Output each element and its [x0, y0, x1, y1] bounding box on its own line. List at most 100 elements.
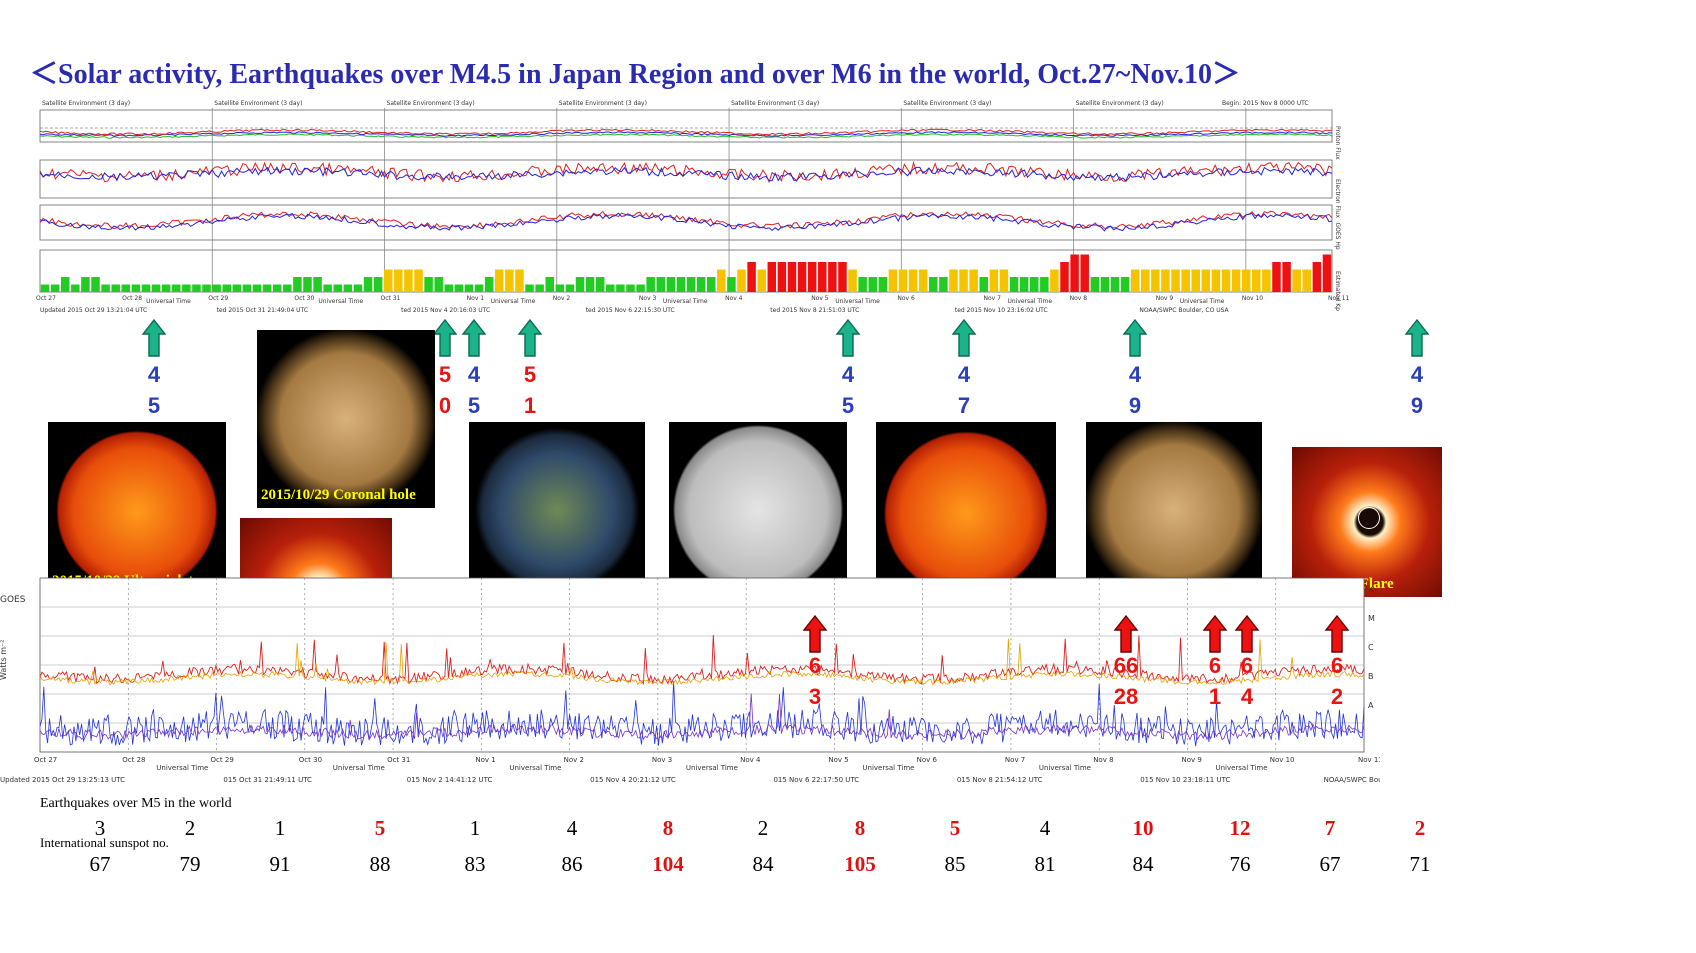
- top-begin-label: Begin: 2015 Nov 8 0000 UTC: [1222, 100, 1309, 107]
- kp-bar: [1029, 277, 1039, 292]
- xray-date-tick: Oct 28: [122, 756, 145, 764]
- kp-bar: [1161, 269, 1170, 292]
- japan-quake-magnitude-dec: 5: [147, 393, 161, 418]
- kp-bar: [474, 284, 484, 292]
- kp-bar: [979, 277, 989, 292]
- kp-bar: [111, 284, 120, 292]
- sunspot-number: 84: [752, 852, 774, 876]
- kp-bar: [333, 284, 343, 292]
- xray-updated-label: Updated 2015 Oct 29 13:25:13 UTC: [0, 776, 125, 784]
- kp-bar: [737, 269, 746, 292]
- solar-image-sun-uv: 2015/10/29 Ultraviolet: [48, 422, 226, 594]
- universal-time-label: Universal Time: [333, 764, 385, 772]
- updated-label: ted 2015 Nov 4 20:16:03 UTC: [401, 307, 490, 314]
- xray-date-tick: Nov 7: [1005, 756, 1025, 764]
- kp-bar: [878, 277, 888, 292]
- kp-bar: [1312, 262, 1322, 292]
- satellite-env-header: Satellite Environment (3 day): [214, 100, 302, 107]
- universal-time-label: Universal Time: [509, 764, 561, 772]
- xray-date-tick: Oct 29: [211, 756, 234, 764]
- solar-image-sun-coronal: 2015/11/7 Coronal hole: [1086, 422, 1262, 598]
- up-arrow-icon: [1122, 318, 1148, 357]
- world-quake-magnitude-int: 66: [1113, 653, 1139, 678]
- kp-bar: [1191, 269, 1200, 292]
- kp-bar: [313, 277, 322, 292]
- image-caption: 2015/10/29 Coronal hole: [261, 487, 416, 503]
- kp-bar: [656, 277, 666, 292]
- kp-bar: [272, 284, 282, 292]
- kp-bar: [1292, 269, 1301, 292]
- xray-date-tick: Nov 1: [475, 756, 495, 764]
- kp-bar: [757, 269, 766, 292]
- japan-quake-magnitude-dec: 5: [467, 393, 481, 418]
- xray-date-tick: Nov 6: [917, 756, 938, 764]
- arrow-shape: [1202, 614, 1228, 653]
- kp-bar: [222, 284, 231, 292]
- kp-bar: [666, 277, 676, 292]
- xray-date-tick: Nov 4: [740, 756, 761, 764]
- kp-bar: [555, 284, 565, 292]
- kp-bar: [232, 284, 242, 292]
- arrow-shape: [1324, 614, 1350, 653]
- earthquake-count: 2: [757, 816, 769, 840]
- earthquakes-row: 3 2 1 5 1 4 8 2 8 5 4 10 12 7 2: [0, 816, 1696, 846]
- flare-class-label: M: [1368, 614, 1375, 623]
- kp-bar: [565, 284, 575, 292]
- xray-legend-entry: GOES15 1.0-8.0 A: [1378, 638, 1380, 710]
- kp-bar: [262, 284, 272, 292]
- japan-quake-magnitude-dec: 9: [1410, 393, 1424, 418]
- up-arrow-icon: [835, 318, 861, 357]
- kp-bar: [182, 284, 191, 292]
- kp-bar: [212, 284, 221, 292]
- kp-bar: [141, 284, 151, 292]
- arrow-shape: [1234, 614, 1260, 653]
- earthquake-count: 7: [1324, 816, 1336, 840]
- satellite-env-header: Satellite Environment (3 day): [42, 100, 130, 107]
- kp-bar: [1262, 269, 1271, 292]
- kp-date-tick: Nov 8: [1070, 295, 1088, 302]
- earthquake-count: 8: [854, 816, 866, 840]
- kp-bar: [404, 269, 413, 292]
- kp-date-tick: Nov 4: [725, 295, 743, 302]
- xray-date-tick: Nov 8: [1093, 756, 1113, 764]
- kp-date-tick: Oct 27: [36, 295, 56, 302]
- japan-quake-magnitude-int: 4: [1128, 362, 1142, 387]
- kp-date-tick: Nov 3: [639, 295, 657, 302]
- kp-bar: [202, 284, 211, 292]
- xray-long-orange: [39, 638, 1365, 686]
- sunspot-row: 67 79 91 88 83 86 104 84 105 85 81 84 76 67 71: [0, 852, 1696, 882]
- kp-bar: [1171, 269, 1180, 292]
- kp-bar: [1080, 254, 1089, 292]
- xray-updated-label: NOAA/SWPC Boulder, CO USA: [1324, 776, 1380, 784]
- earthquake-count: 5: [374, 816, 386, 840]
- electron-flux-blue: [39, 166, 1333, 182]
- japan-quake-magnitude-int: 5: [523, 362, 537, 387]
- world-quake-magnitude-dec: 3: [808, 684, 822, 709]
- sunspot-number: 67: [1319, 852, 1341, 876]
- satellite-env-header: Satellite Environment (3 day): [387, 100, 475, 107]
- up-arrow-icon: [1404, 318, 1430, 357]
- arrow-shape: [141, 318, 167, 357]
- kp-bar: [929, 277, 938, 292]
- earthquake-count: 3: [94, 816, 106, 840]
- arrow-shape: [517, 318, 543, 357]
- updated-label: ted 2015 Nov 6 22:15:30 UTC: [586, 307, 675, 314]
- kp-bar: [1120, 277, 1130, 292]
- kp-bar: [172, 284, 181, 292]
- kp-bar: [777, 262, 787, 292]
- solar-image-sun-white: 2015/11/3 Real sunspot: [669, 422, 847, 598]
- xray-legend-entry: GOES15 0.5-4.0 A: [1378, 758, 1380, 792]
- arrow-shape: [461, 318, 487, 357]
- sunspot-number: 85: [944, 852, 966, 876]
- kp-bar: [444, 284, 454, 292]
- kp-bar: [797, 262, 807, 292]
- solar-image-sun-coronal: 2015/10/29 Coronal hole: [257, 330, 435, 508]
- satellite-env-header: Satellite Environment (3 day): [559, 100, 647, 107]
- kp-bar: [818, 262, 827, 292]
- kp-bar: [1110, 277, 1120, 292]
- universal-time-label: Universal Time: [1180, 298, 1225, 305]
- kp-date-tick: Oct 28: [122, 295, 142, 302]
- kp-date-tick: Nov 9: [1156, 295, 1174, 302]
- up-arrow-icon: [1113, 614, 1139, 653]
- world-quake-magnitude-int: 6: [808, 653, 822, 678]
